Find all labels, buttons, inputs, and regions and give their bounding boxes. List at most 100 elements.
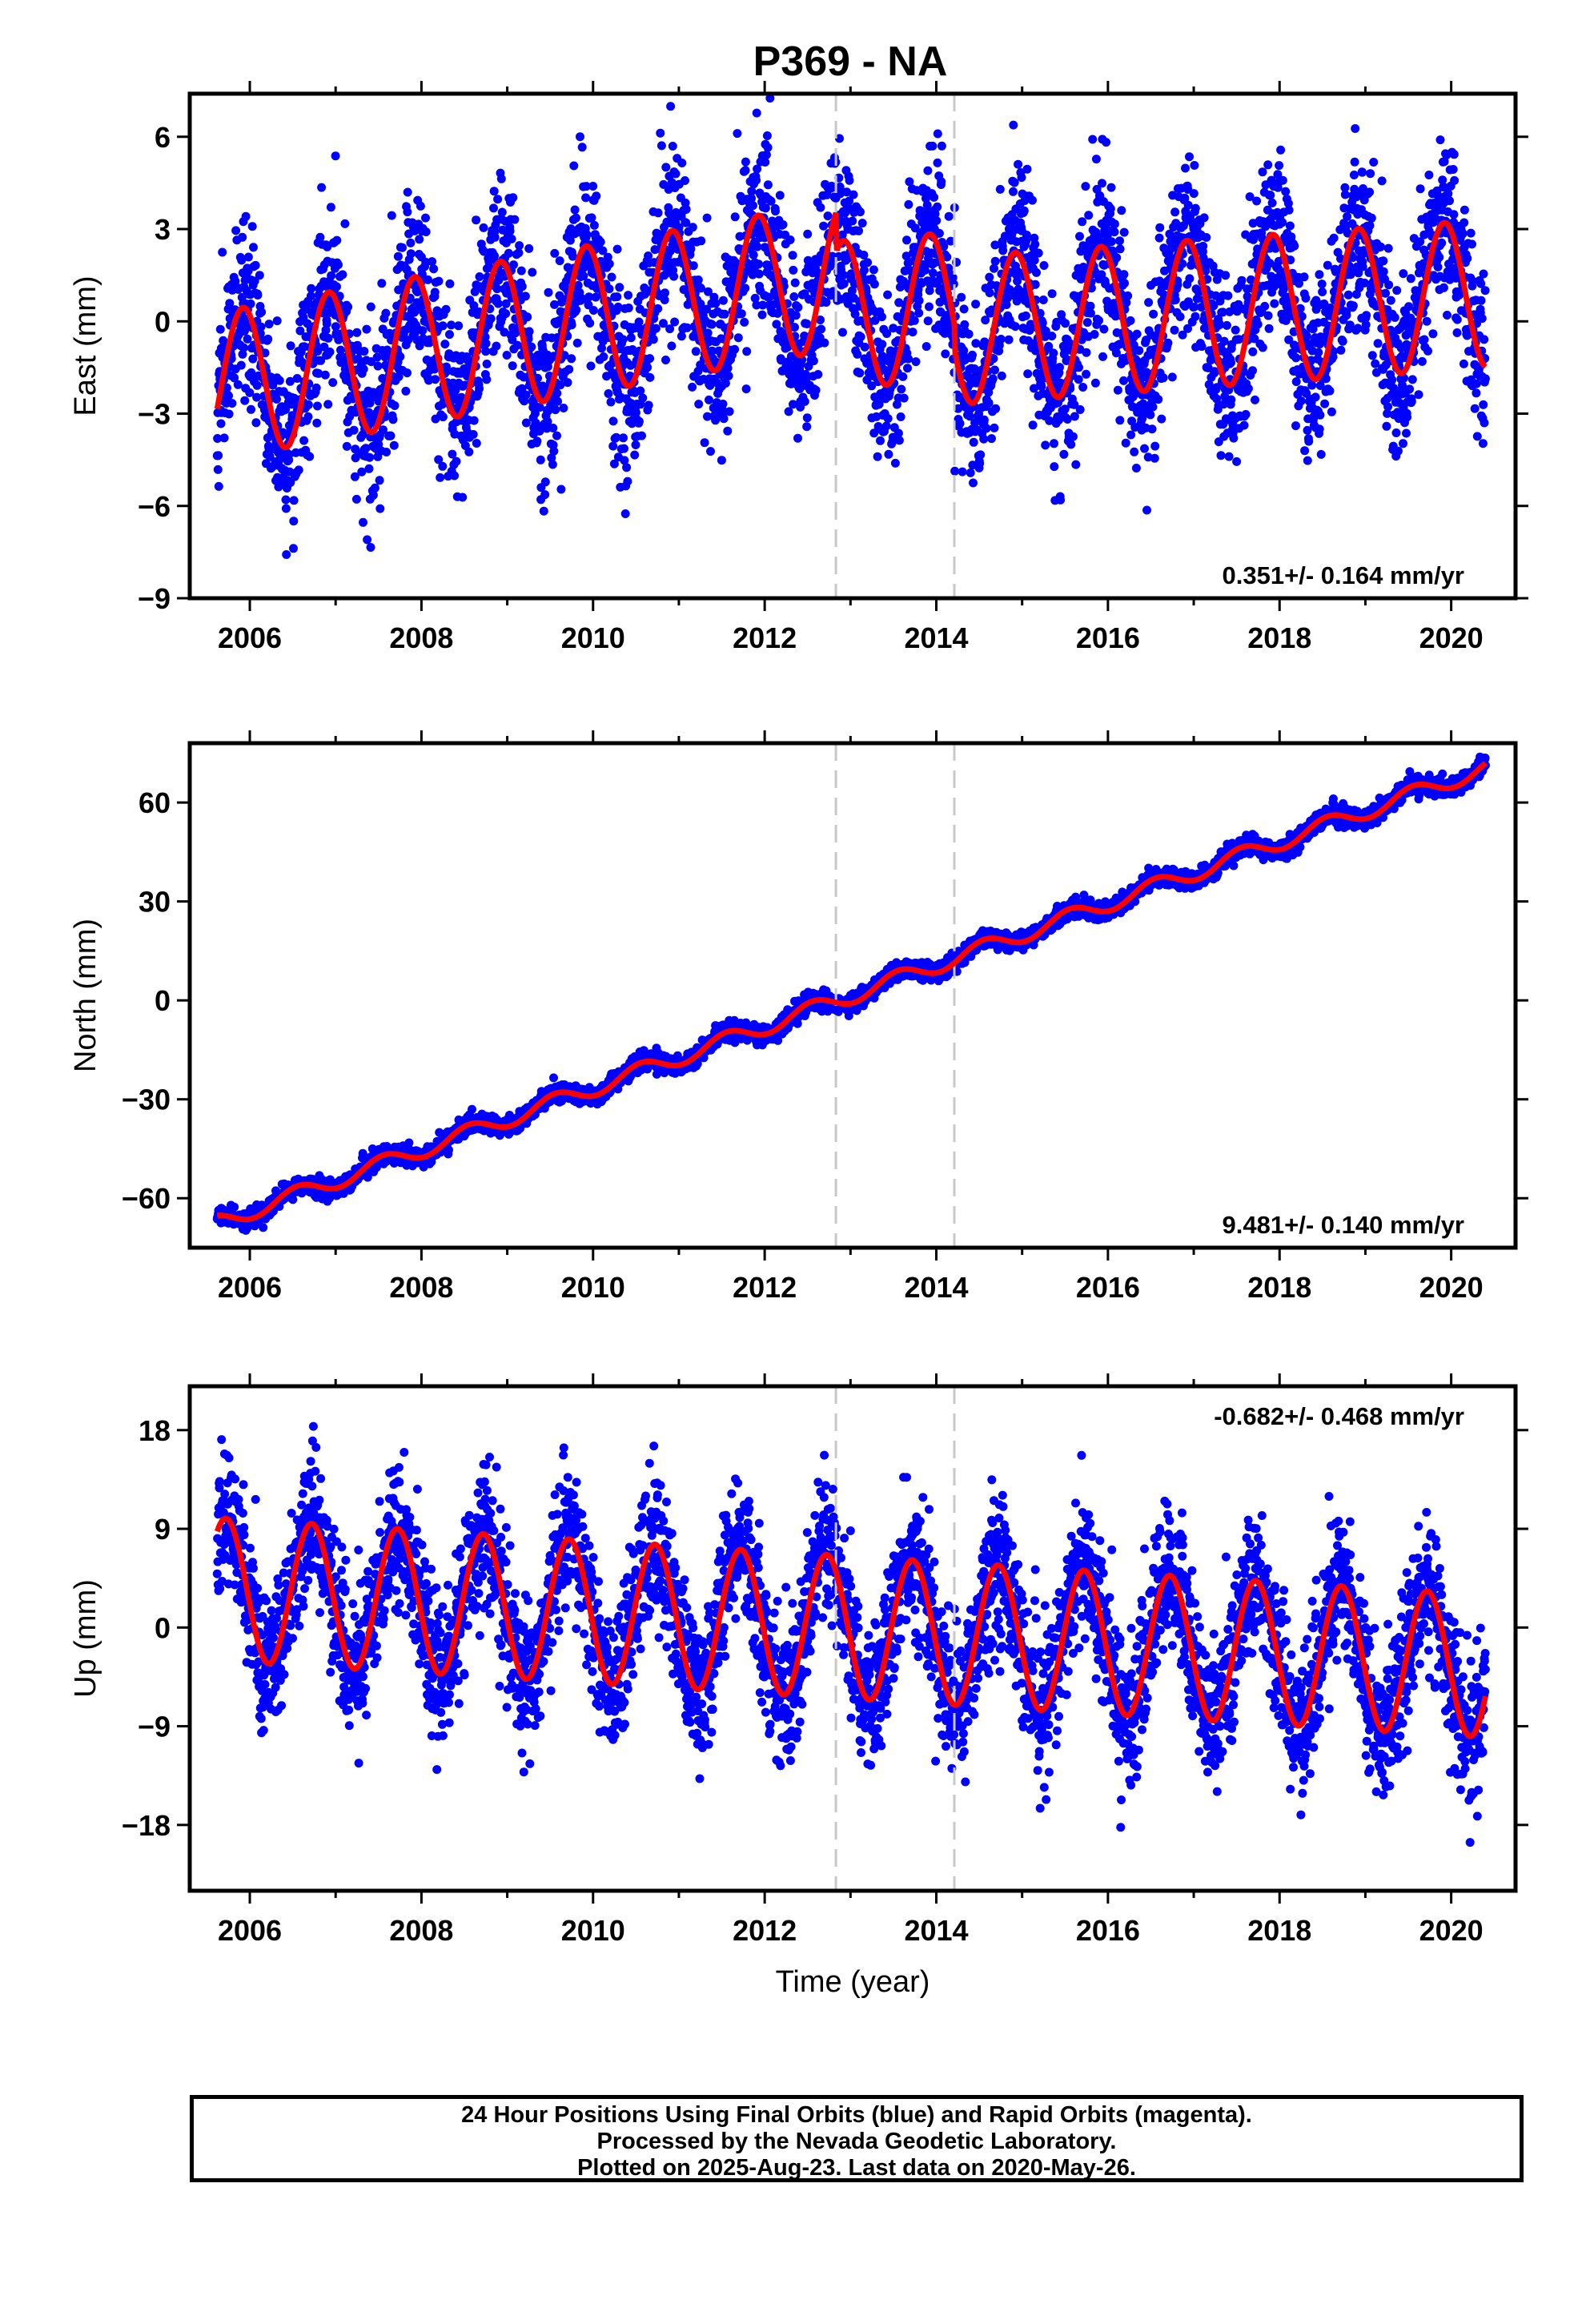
east-data-point xyxy=(272,316,282,326)
east-data-point xyxy=(565,235,575,245)
east-data-point xyxy=(1223,291,1233,300)
east-data-point xyxy=(1130,447,1139,456)
east-data-point xyxy=(624,304,633,312)
east-data-point xyxy=(492,341,501,351)
east-data-point xyxy=(909,316,919,325)
east-y-tick-label: 0 xyxy=(155,305,171,338)
east-data-point xyxy=(563,378,572,388)
east-data-point xyxy=(964,329,974,339)
east-data-point xyxy=(923,316,933,326)
east-data-point xyxy=(1468,239,1476,249)
east-data-point xyxy=(790,323,799,332)
east-data-point xyxy=(281,404,291,414)
east-data-point xyxy=(618,335,628,344)
east-data-point xyxy=(1329,233,1339,243)
east-data-point xyxy=(753,164,762,174)
east-data-point xyxy=(482,360,492,368)
east-data-point xyxy=(227,399,237,408)
east-data-point xyxy=(1258,167,1267,177)
east-data-point xyxy=(1123,291,1133,300)
east-data-point xyxy=(548,460,557,469)
east-data-point xyxy=(263,334,273,344)
east-data-point xyxy=(361,444,371,453)
east-data-point xyxy=(1477,314,1487,324)
east-data-point xyxy=(1157,414,1166,424)
east-data-point xyxy=(1392,286,1402,296)
east-data-point xyxy=(741,283,750,293)
east-data-point xyxy=(1163,338,1173,348)
east-data-point xyxy=(1248,366,1257,376)
east-data-point xyxy=(1098,352,1107,361)
east-data-point xyxy=(1222,320,1231,330)
east-data-point xyxy=(448,449,457,459)
east-data-point xyxy=(521,390,531,400)
east-data-point xyxy=(1479,400,1488,409)
east-data-point xyxy=(1358,167,1367,177)
east-data-point xyxy=(753,242,762,251)
east-data-point xyxy=(1382,421,1391,431)
east-data-point xyxy=(497,207,507,217)
east-data-point xyxy=(224,409,234,419)
east-data-point xyxy=(707,320,717,329)
east-data-point xyxy=(700,438,709,448)
east-data-point xyxy=(1038,296,1048,304)
east-data-point xyxy=(472,439,481,448)
east-data-point xyxy=(431,375,440,384)
east-data-point xyxy=(421,227,431,236)
east-data-point xyxy=(289,544,298,553)
east-data-point xyxy=(800,396,809,406)
east-data-point xyxy=(863,258,873,267)
east-data-point xyxy=(482,375,492,384)
east-data-point xyxy=(1424,171,1434,179)
east-data-point xyxy=(281,495,291,505)
east-data-point xyxy=(990,365,999,375)
east-data-point xyxy=(1091,155,1101,164)
east-data-point xyxy=(979,415,989,424)
east-data-point xyxy=(281,504,291,513)
east-data-point xyxy=(1078,217,1087,227)
east-data-point xyxy=(1154,395,1163,404)
east-data-point xyxy=(1390,313,1399,322)
east-data-point xyxy=(219,433,229,443)
east-data-point xyxy=(889,324,898,333)
east-data-point xyxy=(979,434,989,444)
east-data-point xyxy=(1170,296,1180,304)
east-data-point xyxy=(1296,396,1306,406)
east-data-point xyxy=(317,183,327,192)
east-data-point xyxy=(331,322,340,332)
east-data-point xyxy=(1407,375,1417,384)
east-data-point xyxy=(613,302,623,312)
east-data-point xyxy=(1399,269,1408,279)
east-data-point xyxy=(247,404,255,414)
east-data-point xyxy=(1050,462,1059,472)
east-data-point xyxy=(694,400,704,409)
east-data-point xyxy=(591,292,600,302)
east-data-point xyxy=(802,320,812,328)
east-data-point xyxy=(1189,189,1199,199)
east-data-point xyxy=(761,203,770,213)
east-data-point xyxy=(1144,298,1154,308)
east-data-point xyxy=(604,284,614,294)
east-data-point xyxy=(758,300,768,310)
east-data-point xyxy=(581,182,591,191)
east-data-point xyxy=(741,166,750,175)
east-data-point xyxy=(1090,378,1100,388)
east-data-point xyxy=(313,347,323,356)
east-data-point xyxy=(636,386,645,396)
east-data-point xyxy=(981,316,990,325)
east-data-point xyxy=(1278,218,1287,227)
east-data-point xyxy=(813,370,823,379)
east-data-point xyxy=(788,251,797,260)
east-data-point xyxy=(754,259,764,269)
east-data-point xyxy=(823,211,833,221)
east-data-point xyxy=(405,293,415,303)
east-data-point xyxy=(910,223,920,233)
east-data-point xyxy=(809,356,818,366)
east-data-point xyxy=(245,388,255,397)
east-data-point xyxy=(1047,332,1057,341)
east-data-point xyxy=(948,273,958,283)
east-data-point xyxy=(515,241,524,251)
east-data-point xyxy=(747,194,756,203)
east-data-point xyxy=(572,213,580,223)
east-data-point xyxy=(708,346,717,356)
